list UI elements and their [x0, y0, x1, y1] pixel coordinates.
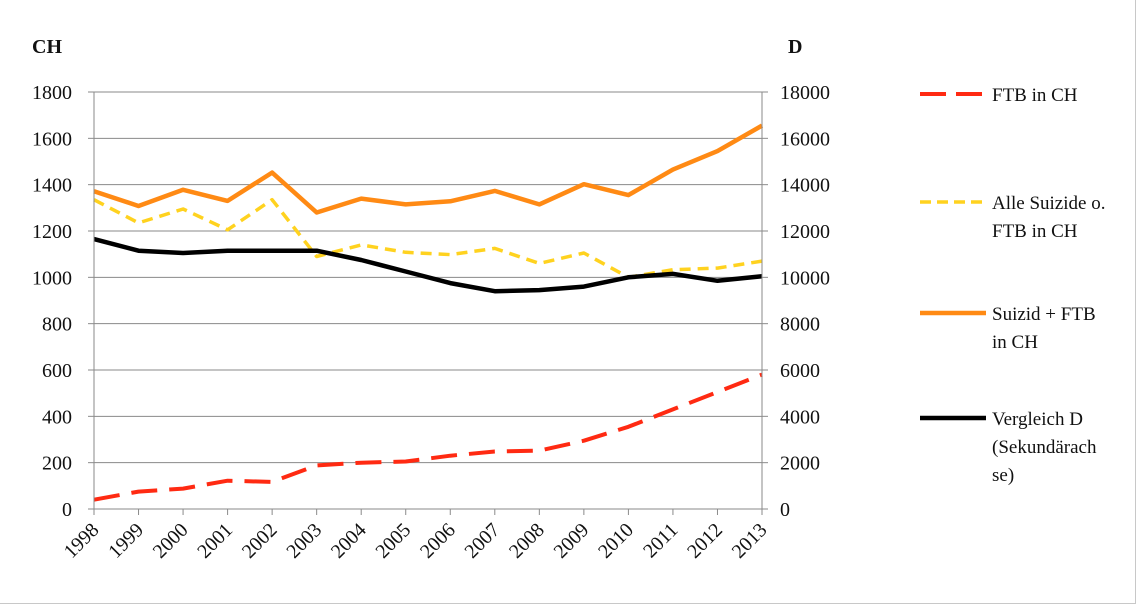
x-tick-label: 2011: [639, 519, 682, 562]
left-tick-label: 1000: [32, 267, 72, 289]
series-line-4: [93, 236, 763, 294]
series-layer: [93, 123, 764, 502]
x-tick-label: 2006: [416, 519, 460, 563]
legend: FTB in CH Alle Suizide o. FTB in CH Suizid …: [920, 85, 1105, 486]
x-tick-label: 2005: [371, 519, 415, 563]
x-tick-label: 2009: [550, 519, 594, 563]
left-axis-title: CH: [32, 36, 62, 58]
gridlines: [94, 91, 762, 510]
legend-label-2: FTB in CH: [992, 221, 1078, 242]
legend-label-3: Suizid + FTB: [992, 304, 1096, 325]
right-tick-label: 12000: [780, 221, 830, 243]
x-tick-label: 2007: [460, 519, 504, 563]
right-tick-label: 6000: [780, 360, 820, 382]
right-axis-ticks: 0 2000 4000 6000 8000 10000 12000 14000 16000 180…: [780, 82, 830, 521]
right-tick-label: 18000: [780, 82, 830, 104]
x-tick-label: 2010: [594, 519, 638, 563]
right-axis-title: D: [788, 36, 802, 58]
right-tick-label: 4000: [780, 406, 820, 428]
legend-label-4: (Sekundärach: [992, 437, 1097, 458]
left-tick-label: 1800: [32, 82, 72, 104]
x-axis-ticks: 1998 1999 2000 2001 2002 2003 2004 2005 2006 2007…: [60, 519, 772, 563]
legend-label-4: se): [992, 465, 1014, 486]
right-tick-label: 16000: [780, 128, 830, 150]
x-tick-label: 2000: [149, 519, 193, 563]
left-tick-label: 600: [42, 360, 72, 382]
x-tick-label: 2001: [193, 519, 237, 563]
series-line-2: [93, 197, 763, 280]
left-tick-label: 1600: [32, 128, 72, 150]
x-tick-label: 2002: [238, 519, 282, 563]
x-tick-label: 2008: [505, 519, 549, 563]
legend-label-3: in CH: [992, 332, 1038, 353]
left-tick-label: 1400: [32, 175, 72, 197]
right-tick-label: 0: [780, 499, 790, 521]
legend-label-4: Vergleich D: [992, 409, 1083, 430]
x-tick-label: 2012: [683, 519, 727, 563]
left-axis-ticks: 0 200 400 600 800 1000 1200 1400 1600 1800: [32, 82, 72, 521]
left-tick-label: 400: [42, 406, 72, 428]
x-tick-label: 1998: [60, 519, 104, 563]
x-tick-label: 2004: [327, 519, 371, 563]
x-tick-label: 2013: [728, 519, 772, 563]
legend-label-2: Alle Suizide o.: [992, 193, 1105, 214]
axes: [88, 91, 768, 515]
right-tick-label: 14000: [780, 175, 830, 197]
left-tick-label: 200: [42, 453, 72, 475]
x-tick-label: 2003: [282, 519, 326, 563]
left-tick-label: 800: [42, 314, 72, 336]
series-line-3: [93, 123, 764, 215]
left-tick-label: 0: [62, 499, 72, 521]
left-tick-label: 1200: [32, 221, 72, 243]
series-line-1: [93, 372, 763, 502]
right-tick-label: 2000: [780, 453, 820, 475]
right-tick-label: 8000: [780, 314, 820, 336]
legend-label-1: FTB in CH: [992, 85, 1078, 106]
right-tick-label: 10000: [780, 267, 830, 289]
x-tick-label: 1999: [104, 519, 148, 563]
